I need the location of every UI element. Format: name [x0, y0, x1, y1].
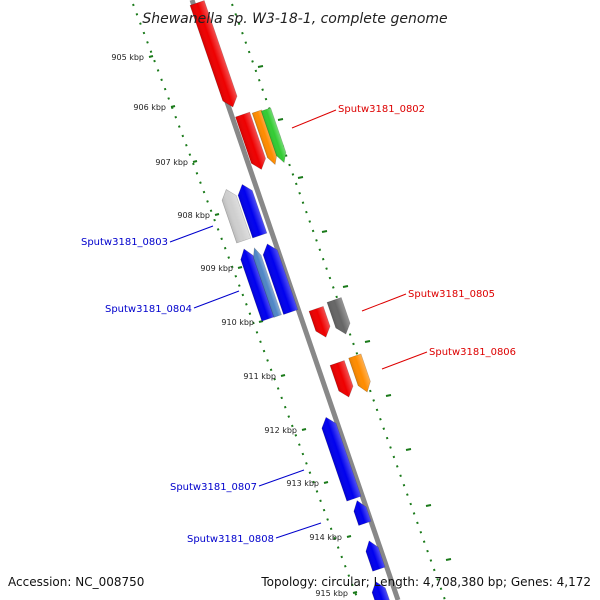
- gene-top-red[interactable]: [189, 0, 240, 110]
- outer-major-tick: [277, 118, 284, 121]
- label-leader-line: [361, 293, 407, 312]
- tick-label: 909 kbp: [200, 264, 233, 273]
- major-tick: [214, 213, 220, 216]
- outer-major-tick: [405, 448, 412, 451]
- outer-major-tick: [364, 340, 371, 343]
- major-tick: [301, 428, 307, 431]
- gene-blue-b[interactable]: [260, 242, 299, 315]
- gene-0801-red[interactable]: [235, 111, 268, 172]
- major-tick: [346, 535, 352, 538]
- tick-label: 906 kbp: [133, 103, 166, 112]
- gene-label[interactable]: Sputw3181_0808: [187, 534, 274, 545]
- outer-major-tick: [321, 230, 328, 233]
- major-tick: [170, 105, 176, 108]
- label-leader-line: [381, 351, 428, 370]
- label-leader-line: [169, 225, 214, 243]
- major-tick: [323, 481, 329, 484]
- gene-label-group: Sputw3181_0802 Sputw3181_0803 Sputw3181_08…: [81, 104, 516, 545]
- gene-red-small[interactable]: [308, 305, 333, 339]
- tick-label: 907 kbp: [155, 158, 188, 167]
- tick-label: 913 kbp: [286, 479, 319, 488]
- gene-label[interactable]: Sputw3181_0802: [338, 104, 425, 115]
- gene-blue-a[interactable]: [235, 182, 268, 239]
- gene-0802-green[interactable]: [260, 107, 289, 164]
- outer-major-tick: [445, 558, 452, 561]
- gene-group: [189, 0, 392, 600]
- accession-text: Accession: NC_008750: [8, 575, 144, 589]
- tick-label: 911 kbp: [243, 372, 276, 381]
- gene-orange-b[interactable]: [348, 353, 374, 394]
- gene-blue-c[interactable]: [363, 539, 386, 572]
- gene-0805-gray[interactable]: [326, 297, 353, 337]
- gene-0807-blue[interactable]: [319, 415, 362, 502]
- gene-0803-gray[interactable]: [219, 187, 252, 244]
- genome-title: Shewanella sp. W3-18-1, complete genome: [142, 11, 447, 27]
- gene-label[interactable]: Sputw3181_0807: [170, 482, 257, 493]
- outer-major-tick: [425, 504, 432, 507]
- label-leader-line: [291, 109, 337, 129]
- tick-group: 905 kbp 906 kbp 907 kbp 908 kbp 909 kbp 910 k…: [111, 53, 452, 598]
- gene-label[interactable]: Sputw3181_0805: [408, 289, 495, 300]
- gene-label[interactable]: Sputw3181_0806: [429, 347, 516, 358]
- major-tick: [192, 160, 198, 163]
- tick-label: 910 kbp: [221, 318, 254, 327]
- major-tick: [352, 591, 358, 594]
- outer-major-tick: [297, 176, 304, 179]
- major-tick: [237, 266, 243, 269]
- inner-scale-line: [132, 3, 359, 600]
- outer-major-tick: [342, 285, 349, 288]
- label-leader-line: [258, 469, 305, 487]
- gene-label[interactable]: Sputw3181_0803: [81, 237, 168, 248]
- major-tick: [280, 374, 286, 377]
- tick-label: 905 kbp: [111, 53, 144, 62]
- gene-0808-blue[interactable]: [351, 499, 372, 526]
- major-tick: [148, 55, 154, 58]
- tick-label: 915 kbp: [315, 589, 348, 598]
- tick-label: 908 kbp: [177, 211, 210, 220]
- tick-label: 912 kbp: [264, 426, 297, 435]
- gene-label[interactable]: Sputw3181_0804: [105, 304, 192, 315]
- scale-lines: [132, 3, 446, 600]
- label-leader-line: [193, 290, 240, 309]
- outer-major-tick: [385, 394, 392, 397]
- gene-blue-d[interactable]: [369, 579, 392, 600]
- tick-label: 914 kbp: [309, 533, 342, 542]
- gene-0806-red[interactable]: [329, 360, 356, 400]
- gene-0804-steelblue[interactable]: [251, 247, 282, 318]
- label-leader-line: [275, 522, 322, 539]
- genome-summary-text: Topology: circular; Length: 4,708,380 bp…: [260, 575, 591, 589]
- outer-major-tick: [257, 65, 264, 68]
- major-tick: [258, 320, 264, 323]
